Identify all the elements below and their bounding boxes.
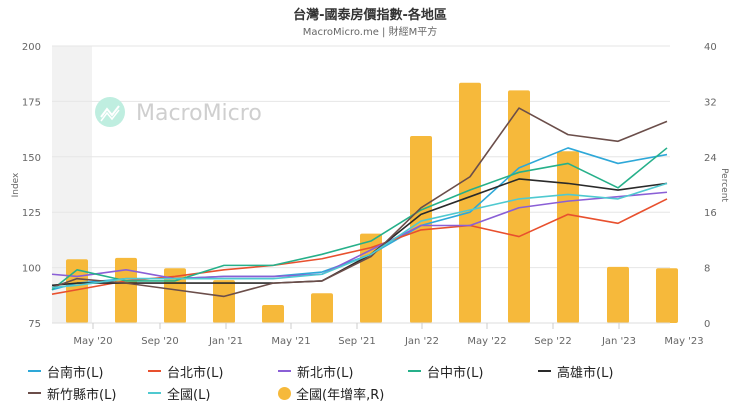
legend-line-icon (408, 370, 421, 372)
legend-item[interactable]: 新北市(L) (278, 362, 408, 381)
legend-row: 新竹縣市(L) 全國(L) 全國(年增率,R) (28, 382, 728, 404)
right-axis-title: Percent (719, 168, 729, 202)
legend-label: 台中市(L) (427, 365, 484, 381)
legend-item[interactable]: 全國(年增率,R) (278, 384, 408, 403)
legend-line-icon (278, 370, 291, 372)
legend-label: 高雄市(L) (557, 365, 614, 381)
logo-chart-glyph (100, 105, 120, 118)
x-axis-tick: Sep '22 (534, 336, 572, 347)
bar[interactable] (508, 90, 530, 323)
bar[interactable] (656, 268, 678, 323)
x-axis-tick: Jan '22 (404, 336, 439, 347)
bar[interactable] (607, 266, 629, 323)
x-axis-tick: Sep '21 (338, 336, 376, 347)
logo-chart-glyph-2 (100, 109, 120, 122)
legend-item[interactable]: 高雄市(L) (538, 362, 658, 381)
left-axis-tick: 200 (22, 42, 41, 53)
bar[interactable] (164, 268, 186, 323)
x-axis-tick: Jan '23 (601, 336, 636, 347)
legend-row: 台南市(L) 台北市(L) 新北市(L) 台中市(L) 高雄市(L) (28, 360, 728, 382)
series-line[interactable] (51, 191, 668, 280)
legend-item[interactable]: 台中市(L) (408, 362, 538, 381)
legend-line-icon (148, 370, 161, 372)
chart-area: MacroMicro 75 100 125 150 175 200 0 8 16 24 32 40 Ma… (11, 42, 729, 347)
legend-item[interactable]: 台南市(L) (28, 362, 148, 381)
bar[interactable] (557, 151, 579, 323)
bar[interactable] (262, 304, 284, 323)
series-line[interactable] (51, 107, 668, 298)
watermark: MacroMicro (95, 97, 262, 127)
legend-dot-icon (278, 386, 291, 400)
x-axis-tick: May '22 (467, 336, 506, 347)
x-axis-tick: May '20 (73, 336, 112, 347)
legend-line-icon (538, 370, 551, 372)
watermark-text: MacroMicro (136, 101, 262, 126)
legend-line-icon (28, 392, 41, 394)
bar[interactable] (459, 82, 481, 323)
left-axis-tick: 100 (22, 264, 41, 275)
legend-item[interactable]: 新竹縣市(L) (28, 384, 148, 403)
legend-label: 台南市(L) (47, 365, 104, 381)
axes: 75 100 125 150 175 200 0 8 16 24 32 40 May '20 Sep '2… (22, 42, 717, 347)
legend-label: 全國(L) (167, 387, 211, 403)
left-axis-tick: 125 (22, 208, 41, 219)
legend-label: 新北市(L) (297, 365, 354, 381)
legend-line-icon (148, 392, 161, 394)
legend-line-icon (28, 370, 41, 372)
right-axis-tick: 16 (704, 208, 717, 219)
bar[interactable] (213, 280, 235, 323)
left-axis-tick: 75 (28, 319, 41, 330)
x-axis-tick: Jan '21 (208, 336, 243, 347)
x-axis-tick: Sep '20 (141, 336, 179, 347)
right-axis-tick: 32 (704, 97, 717, 108)
right-axis-tick: 0 (704, 319, 710, 330)
legend-label: 台北市(L) (167, 365, 224, 381)
left-axis-title: Index (11, 172, 21, 197)
bar[interactable] (115, 257, 137, 323)
legend-item[interactable]: 台北市(L) (148, 362, 278, 381)
x-axis-tick: May '23 (664, 336, 703, 347)
right-axis-tick: 40 (704, 42, 717, 53)
x-axis-tick: May '21 (271, 336, 310, 347)
legend-item[interactable]: 全國(L) (148, 384, 278, 403)
series-line[interactable] (51, 147, 668, 291)
right-axis-tick: 8 (704, 264, 710, 275)
series-line[interactable] (51, 178, 668, 287)
bar[interactable] (311, 293, 333, 323)
left-axis-tick: 175 (22, 97, 41, 108)
chart-subtitle: MacroMicro.me | 財經M平方 (302, 27, 438, 38)
line-series (51, 107, 668, 298)
right-axis-tick: 24 (704, 153, 717, 164)
legend: 台南市(L) 台北市(L) 新北市(L) 台中市(L) 高雄市(L) 新竹縣市(L) 全國(… (28, 360, 728, 404)
legend-label: 新竹縣市(L) (47, 387, 117, 403)
left-axis-tick: 150 (22, 153, 41, 164)
series-line[interactable] (51, 182, 668, 289)
chart-title: 台灣-國泰房價指數-各地區 (293, 8, 447, 23)
legend-label: 全國(年增率,R) (296, 387, 385, 403)
